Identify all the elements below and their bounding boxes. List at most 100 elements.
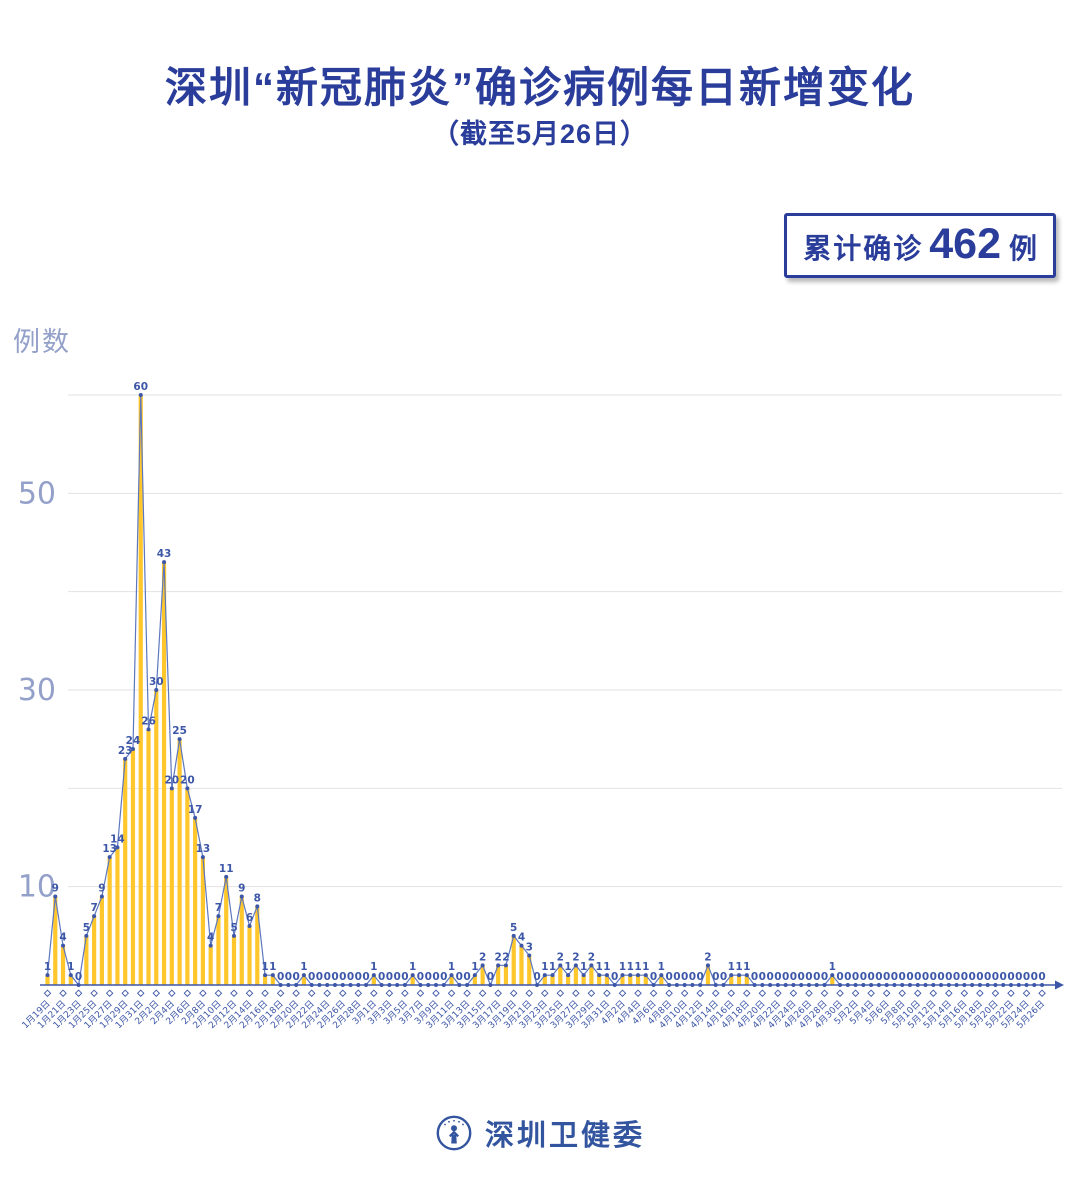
- x-tick-mark: [743, 989, 751, 997]
- value-label: 0: [930, 971, 937, 983]
- value-label: 0: [968, 971, 975, 983]
- x-tick-mark: [711, 989, 720, 997]
- value-label: 0: [712, 971, 719, 983]
- data-point: [527, 953, 532, 958]
- value-label: 0: [362, 971, 369, 983]
- value-label: 1: [471, 961, 478, 973]
- x-tick-mark: [121, 989, 129, 997]
- bar: [581, 975, 586, 985]
- data-point: [744, 973, 749, 978]
- data-point: [566, 973, 571, 978]
- x-tick-mark: [478, 989, 487, 997]
- x-tick-mark: [634, 989, 642, 997]
- value-label: 4: [59, 932, 66, 944]
- value-label: 0: [487, 971, 494, 983]
- x-tick-mark: [665, 989, 673, 997]
- data-point: [208, 943, 213, 948]
- data-point: [643, 973, 648, 978]
- data-point: [325, 983, 330, 987]
- value-label: 0: [324, 971, 331, 983]
- data-point: [185, 786, 190, 791]
- value-label: 1: [67, 961, 74, 973]
- data-point: [387, 983, 392, 987]
- x-tick-mark: [385, 989, 394, 997]
- value-label: 0: [774, 971, 781, 983]
- value-label: 0: [339, 971, 346, 983]
- data-point: [977, 983, 982, 987]
- y-tick-label: 10: [18, 870, 56, 905]
- bar: [620, 975, 625, 985]
- data-point: [550, 973, 555, 978]
- bar: [480, 965, 485, 985]
- data-point: [107, 855, 112, 860]
- value-label: 1: [269, 961, 276, 973]
- data-point: [371, 973, 376, 978]
- data-point: [845, 983, 850, 987]
- data-point: [496, 963, 501, 968]
- value-label: 1: [735, 961, 742, 973]
- data-point: [682, 983, 687, 987]
- x-tick-mark: [339, 989, 347, 997]
- data-point: [309, 983, 314, 987]
- data-point: [332, 983, 337, 987]
- value-label: 0: [316, 971, 323, 983]
- bar: [597, 975, 602, 985]
- data-point: [884, 983, 889, 987]
- value-label: 2: [557, 951, 564, 963]
- value-label: 2: [572, 951, 579, 963]
- x-tick-mark: [991, 989, 1000, 997]
- bar: [729, 975, 734, 985]
- data-point: [449, 973, 454, 978]
- value-label: 25: [172, 725, 187, 737]
- value-label: 0: [1023, 971, 1030, 983]
- data-point: [651, 983, 656, 987]
- value-label: 20: [165, 774, 180, 786]
- data-point: [853, 983, 858, 987]
- value-label: 5: [230, 922, 237, 934]
- data-point: [138, 393, 143, 398]
- value-label: 0: [425, 971, 432, 983]
- value-label: 0: [844, 971, 851, 983]
- bar: [208, 945, 213, 985]
- value-label: 11: [219, 863, 234, 875]
- x-tick-mark: [882, 989, 891, 997]
- x-tick-mark: [463, 989, 471, 997]
- data-point: [146, 727, 151, 732]
- bar: [231, 935, 237, 985]
- x-tick-mark: [90, 989, 98, 997]
- data-point: [721, 983, 726, 987]
- bar: [371, 975, 376, 985]
- data-point: [705, 963, 710, 968]
- data-point: [760, 983, 765, 987]
- bar: [635, 975, 641, 985]
- data-point: [667, 983, 672, 987]
- data-point: [154, 688, 159, 693]
- x-tick-mark: [401, 989, 409, 997]
- bar: [200, 857, 205, 985]
- value-label: 0: [393, 971, 400, 983]
- data-point: [286, 983, 291, 987]
- value-label: 0: [285, 971, 292, 983]
- bar: [115, 847, 120, 985]
- value-label: 1: [300, 961, 307, 973]
- data-point: [830, 973, 835, 978]
- data-point: [806, 983, 811, 987]
- x-tick-mark: [199, 989, 207, 997]
- x-tick-mark: [556, 989, 565, 997]
- data-point: [791, 983, 796, 987]
- data-point: [892, 983, 897, 987]
- data-point: [869, 983, 874, 987]
- value-label: 60: [133, 381, 148, 393]
- x-tick-mark: [43, 989, 52, 997]
- value-label: 30: [149, 676, 164, 688]
- data-point: [441, 983, 446, 987]
- value-label: 13: [196, 843, 211, 855]
- data-point: [604, 973, 609, 978]
- data-point: [985, 983, 990, 987]
- value-label: 0: [1038, 971, 1045, 983]
- data-point: [775, 983, 780, 987]
- value-label: 7: [90, 902, 97, 914]
- data-point: [278, 983, 283, 987]
- bar: [177, 739, 182, 985]
- x-tick-mark: [152, 989, 161, 997]
